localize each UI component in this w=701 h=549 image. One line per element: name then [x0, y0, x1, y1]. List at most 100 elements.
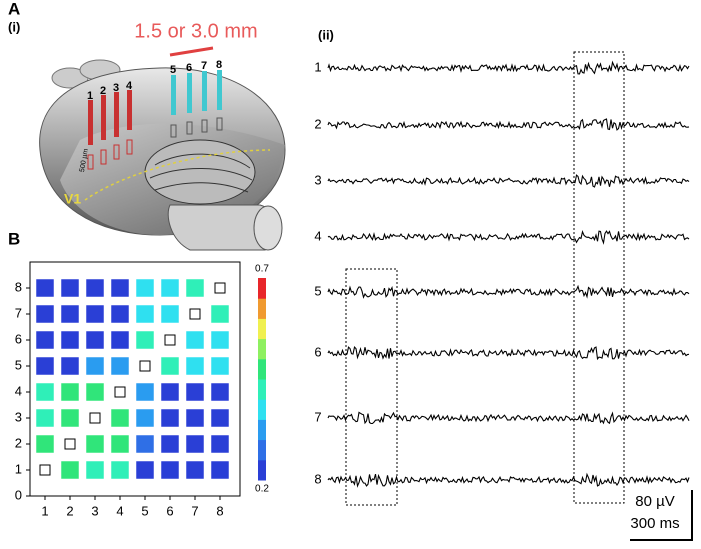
x-tick-label: 2 [66, 503, 73, 518]
x-tick-label: 6 [166, 503, 173, 518]
diagonal-cell [64, 438, 76, 450]
heatmap-cell [136, 409, 154, 427]
channel-label: 5 [314, 283, 321, 298]
heatmap-cell [111, 409, 129, 427]
diagonal-cell [114, 386, 126, 398]
diagonal-cell [39, 464, 51, 476]
electrode-label: 8 [216, 59, 222, 71]
scale-time: 300 ms [630, 515, 679, 532]
y-tick-label: 5 [15, 357, 22, 372]
heatmap-cell [186, 383, 204, 401]
colorbar-segment [258, 439, 266, 461]
trace [327, 230, 690, 245]
channel-label: 4 [314, 228, 321, 243]
trace [327, 411, 690, 425]
heatmap-cell [111, 279, 129, 297]
heatmap-cell [186, 331, 204, 349]
heatmap-cell [161, 357, 179, 375]
heatmap-cell [111, 435, 129, 453]
electrode-label: 2 [100, 85, 106, 97]
panel-label: B [8, 229, 20, 248]
diagonal-cell [164, 334, 176, 346]
heatmap-cell [211, 357, 229, 375]
heatmap-cell [136, 383, 154, 401]
heatmap-cell [161, 435, 179, 453]
dynamic-layer: 1 2 3 45 6 7 81 2 3 4 5 6 7 80123456780.70.2123456788… [15, 51, 693, 541]
heatmap-cell [86, 331, 104, 349]
trace [327, 174, 690, 188]
diagonal-cell [89, 412, 101, 424]
diagonal-cell [189, 308, 201, 320]
x-tick-label: 1 [41, 503, 48, 518]
y-tick-label: 4 [15, 383, 22, 398]
colorbar-label: 0.7 [255, 264, 269, 275]
heatmap-cell [61, 461, 79, 479]
heatmap-cell [136, 279, 154, 297]
area-label: V1 [64, 191, 81, 207]
heatmap-cell [186, 461, 204, 479]
y-tick-label: 7 [15, 305, 22, 320]
spacing-label: 1.5 or 3.0 mm [134, 20, 257, 42]
electrode-label: 1 [87, 90, 93, 102]
heatmap-cell [136, 461, 154, 479]
heatmap-cell [36, 383, 54, 401]
panel-sublabel: (i) [8, 19, 20, 34]
channel-label: 6 [314, 344, 321, 359]
depth-label: 500 µm [79, 148, 90, 173]
heatmap-cell [86, 305, 104, 323]
highlight-box [345, 268, 398, 506]
heatmap-cell [111, 305, 129, 323]
y-tick-label: 8 [15, 279, 22, 294]
colorbar-segment [258, 358, 266, 380]
heatmap-cell [36, 409, 54, 427]
heatmap-cell [111, 461, 129, 479]
y-tick-label: 3 [15, 409, 22, 424]
heatmap-cell [36, 305, 54, 323]
trace [327, 60, 690, 75]
heatmap-cell [161, 383, 179, 401]
heatmap-cell [211, 383, 229, 401]
colorbar-segment [258, 399, 266, 420]
channel-label: 1 [314, 59, 321, 74]
heatmap-cell [61, 279, 79, 297]
trace [327, 472, 690, 488]
heatmap-cell [161, 461, 179, 479]
heatmap-cell [86, 383, 104, 401]
heatmap-cell [111, 331, 129, 349]
electrode-label: 4 [126, 80, 133, 92]
channel-label: 2 [314, 116, 321, 131]
diagonal-cell [214, 282, 226, 294]
y-tick-label: 0 [15, 487, 22, 502]
x-tick-label: 5 [141, 503, 148, 518]
x-tick-label: 8 [216, 503, 223, 518]
y-tick-label: 1 [15, 461, 22, 476]
channel-label: 3 [314, 172, 321, 187]
x-tick-label: 7 [191, 503, 198, 518]
heatmap-cell [111, 357, 129, 375]
y-tick-label: 2 [15, 435, 22, 450]
colorbar-segment [258, 298, 266, 319]
channel-label: 7 [314, 409, 321, 424]
heatmap-cell [186, 435, 204, 453]
heatmap-cell [161, 409, 179, 427]
heatmap-cell [61, 357, 79, 375]
scale-voltage: 80 µV [635, 493, 675, 510]
heatmap-cell [86, 357, 104, 375]
trace [327, 345, 690, 361]
heatmap-cell [36, 331, 54, 349]
heatmap-cell [61, 409, 79, 427]
heatmap-cell [211, 435, 229, 453]
electrode-label: 7 [201, 60, 207, 72]
electrode-label: 5 [170, 64, 176, 76]
brain-illustration [39, 46, 286, 251]
heatmap-cell [36, 435, 54, 453]
heatmap-cell [36, 357, 54, 375]
colorbar-segment [258, 419, 266, 441]
diagonal-cell [139, 360, 151, 372]
panel-label: A [8, 0, 20, 18]
heatmap-cell [211, 331, 229, 349]
heatmap-cell [161, 305, 179, 323]
electrode-label: 6 [186, 62, 192, 74]
plot-frame [29, 261, 241, 497]
